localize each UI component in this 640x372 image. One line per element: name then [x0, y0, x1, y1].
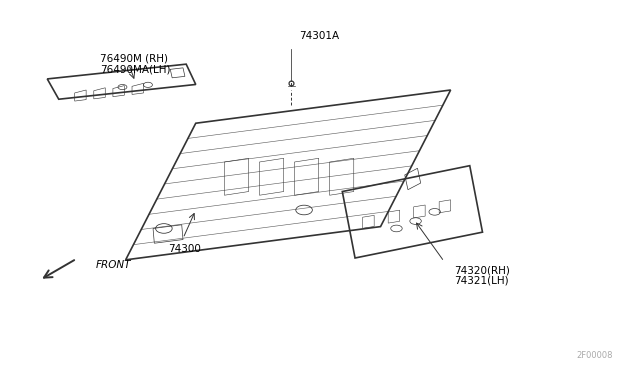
Text: 76490M (RH): 76490M (RH) — [100, 54, 168, 64]
Text: 2F00008: 2F00008 — [577, 350, 613, 359]
Text: 74320(RH): 74320(RH) — [454, 266, 509, 276]
Text: 74321(LH): 74321(LH) — [454, 275, 508, 285]
Text: 74300: 74300 — [168, 244, 201, 254]
Text: 76490MA(LH): 76490MA(LH) — [100, 65, 171, 75]
Text: FRONT: FRONT — [96, 260, 131, 270]
Text: 74301A: 74301A — [300, 32, 340, 41]
